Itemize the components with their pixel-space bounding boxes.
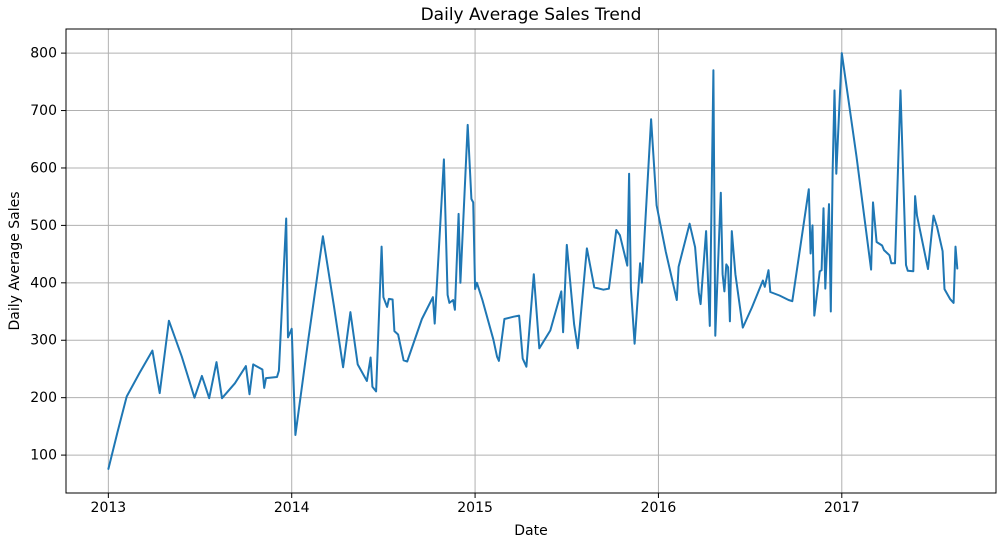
sales-trend-line (107, 52, 959, 470)
y-tick-label: 200 (30, 390, 57, 406)
tick-layer: 2013 2014 2015 2016 2017 100 200 300 400 500 600 70… (30, 46, 859, 516)
x-tick-label: 2017 (824, 500, 860, 516)
y-tick-label: 100 (30, 448, 57, 464)
y-tick-label: 500 (30, 218, 57, 234)
grid-layer (66, 29, 996, 493)
data-line-layer (107, 52, 959, 470)
y-tick-label: 700 (30, 103, 57, 119)
y-tick-label: 400 (30, 275, 57, 291)
y-tick-label: 800 (30, 46, 57, 62)
x-tick-label: 2016 (641, 500, 677, 516)
chart-title: Daily Average Sales Trend (421, 5, 642, 25)
plot-frame (65, 28, 997, 494)
y-tick-label: 300 (30, 333, 57, 349)
y-axis-label: Daily Average Sales (7, 191, 23, 330)
x-tick-label: 2015 (457, 500, 493, 516)
y-tick-label: 600 (30, 160, 57, 176)
x-tick-label: 2013 (91, 500, 127, 516)
x-axis-label: Date (514, 523, 547, 539)
x-tick-label: 2014 (274, 500, 310, 516)
